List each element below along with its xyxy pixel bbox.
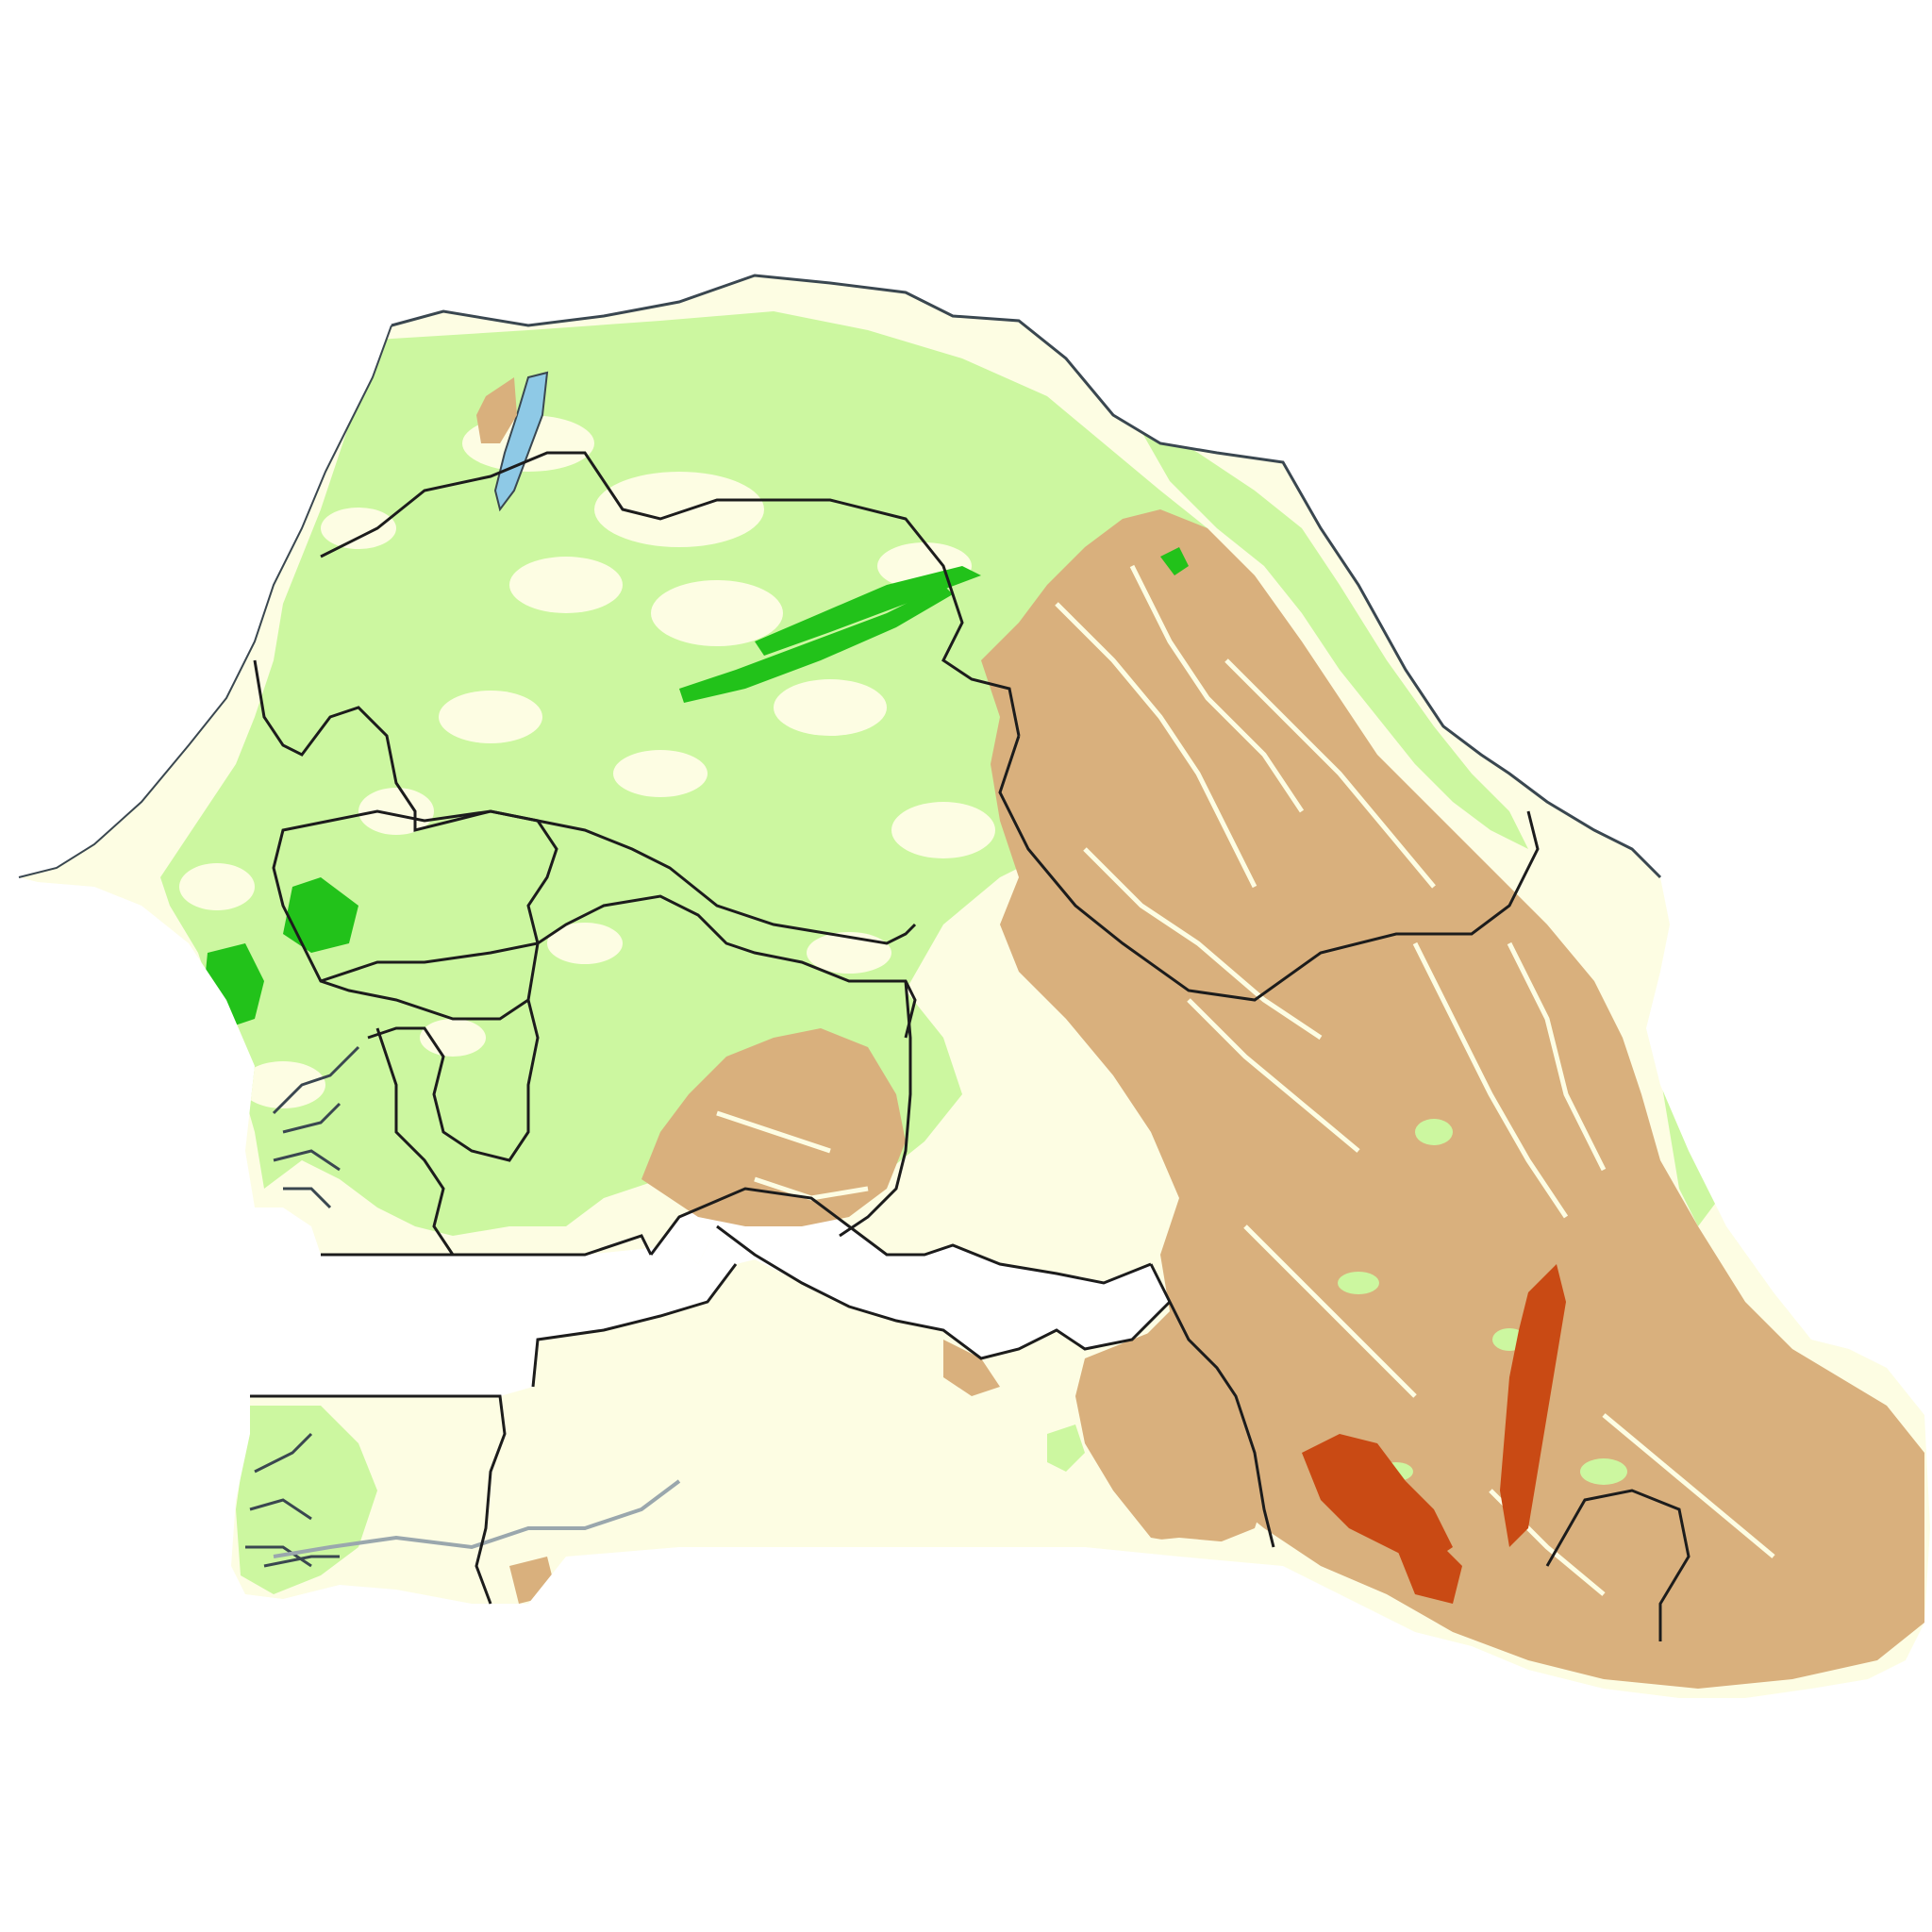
south-light-green-patch <box>1047 1424 1085 1472</box>
tan-near-lake <box>476 377 517 443</box>
light-green-east <box>1132 415 1528 849</box>
estuaries-west <box>245 1045 360 1568</box>
region-borders <box>250 451 1690 1641</box>
northern-river <box>391 274 1662 879</box>
cream-patches <box>179 415 1066 1108</box>
red-highland-3 <box>1396 1538 1462 1604</box>
tan-zone-central <box>641 1028 906 1226</box>
coastline-west <box>18 325 392 878</box>
south-tan-north <box>943 1340 1000 1396</box>
lake <box>493 371 549 512</box>
dark-green-streaks <box>203 547 1189 1028</box>
red-highland-2 <box>1302 1434 1453 1566</box>
light-green-zone <box>160 311 1368 1236</box>
land-south <box>231 1259 1358 1604</box>
gambia-gap <box>651 1189 1170 1358</box>
red-highland-1 <box>1500 1264 1566 1547</box>
drainage-lines <box>716 564 1775 1596</box>
casamance-river <box>273 1479 681 1558</box>
